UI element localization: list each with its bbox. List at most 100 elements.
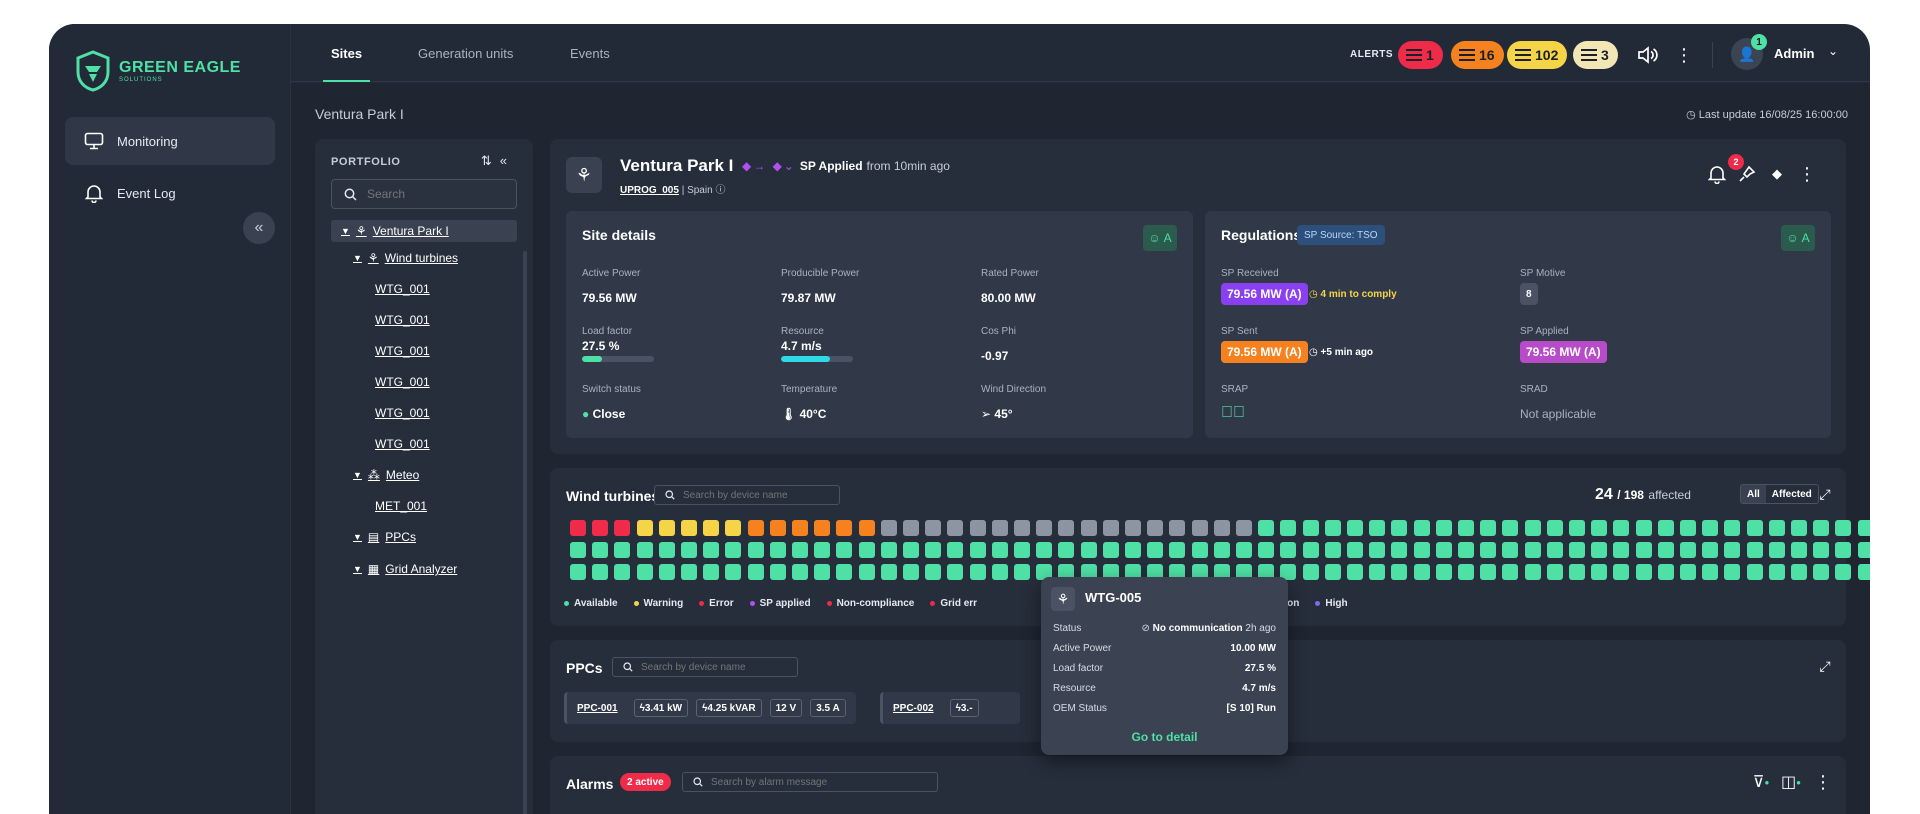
turbine-tile[interactable] [1591, 520, 1608, 536]
turbine-tile[interactable] [1147, 564, 1164, 580]
turbine-tile[interactable] [1480, 542, 1497, 558]
site-code[interactable]: UPROG_005 [620, 185, 679, 196]
turbine-tile[interactable] [636, 564, 653, 580]
alarm-search[interactable] [682, 772, 938, 792]
turbine-tile[interactable] [1347, 542, 1363, 558]
turbine-tile[interactable] [1768, 520, 1785, 536]
turbine-tile[interactable] [681, 542, 697, 558]
turbine-tile[interactable] [658, 520, 675, 536]
turbine-tile[interactable] [1102, 542, 1119, 558]
turbine-tile[interactable] [1546, 564, 1563, 580]
tab-sites[interactable]: Sites [322, 24, 371, 82]
turbine-tile[interactable] [1036, 564, 1053, 580]
turbine-tile[interactable] [1302, 542, 1319, 558]
turbine-tile[interactable] [614, 520, 631, 536]
turbine-tile[interactable] [703, 520, 720, 536]
go-to-detail-link[interactable]: Go to detail [1131, 730, 1198, 744]
alarms-more-button[interactable]: ⋮ [1812, 771, 1834, 793]
turbine-tile[interactable] [925, 542, 942, 558]
turbine-tile[interactable] [592, 564, 609, 580]
turbine-tile[interactable] [1524, 564, 1541, 580]
turbine-tile[interactable] [1502, 520, 1519, 536]
turbine-tile[interactable] [658, 542, 675, 558]
ppc-name[interactable]: PPC-001 [577, 702, 618, 714]
ppc-name[interactable]: PPC-002 [893, 702, 934, 714]
turbine-tile[interactable] [658, 564, 675, 580]
turbine-tile[interactable] [903, 520, 919, 536]
turbine-tile[interactable] [769, 520, 786, 536]
notifications-button[interactable] [1706, 163, 1728, 185]
turbine-tile[interactable] [1546, 520, 1563, 536]
turbine-tile[interactable] [1369, 564, 1386, 580]
turbine-tile[interactable] [592, 520, 609, 536]
portfolio-search[interactable] [331, 179, 517, 209]
turbine-tile[interactable] [1813, 564, 1830, 580]
turbine-tile[interactable] [792, 564, 808, 580]
turbine-tile[interactable] [1680, 564, 1696, 580]
search-input[interactable] [711, 776, 931, 788]
turbine-tile[interactable] [1102, 520, 1119, 536]
expand-button[interactable]: ⤢ [1814, 483, 1836, 505]
turbine-tile[interactable] [1236, 564, 1252, 580]
tab-events[interactable]: Events [570, 45, 610, 61]
turbine-tile[interactable] [1657, 520, 1674, 536]
turbine-tile[interactable] [1169, 542, 1186, 558]
tree-wind-turbines[interactable]: ▼ ⚘ Wind turbines [353, 251, 458, 265]
turbine-tile[interactable] [1413, 564, 1430, 580]
tree-met[interactable]: MET_001 [375, 499, 428, 513]
search-input[interactable] [641, 661, 791, 673]
turbine-tile[interactable] [1347, 520, 1363, 536]
turbine-tile[interactable] [1835, 520, 1852, 536]
turbine-tile[interactable] [1280, 520, 1297, 536]
turbine-tile[interactable] [1791, 542, 1807, 558]
turbine-tile[interactable] [1458, 542, 1474, 558]
tree-turbine[interactable]: WTG_001 [375, 437, 430, 451]
tree-turbine[interactable]: WTG_001 [375, 282, 430, 296]
tree-turbine[interactable]: WTG_001 [375, 406, 430, 420]
turbine-tile[interactable] [880, 564, 897, 580]
turbine-tile[interactable] [1569, 542, 1585, 558]
turbine-tile[interactable] [1791, 564, 1807, 580]
turbine-tile[interactable] [925, 520, 942, 536]
ppc-chip[interactable]: PPC-001 ϟ 3.41 kW ϟ 4.25 kVAR 12 V 3.5 A [564, 692, 856, 724]
tab-generation-units[interactable]: Generation units [418, 45, 514, 61]
turbine-tile[interactable] [836, 520, 853, 536]
turbine-tile[interactable] [1435, 564, 1452, 580]
portfolio-scrollbar[interactable] [523, 251, 527, 814]
turbine-tile[interactable] [1169, 564, 1186, 580]
turbine-tile[interactable] [725, 520, 742, 536]
turbine-tile[interactable] [1613, 542, 1630, 558]
tree-turbine[interactable]: WTG_001 [375, 313, 430, 327]
turbine-tile[interactable] [1058, 520, 1075, 536]
reorder-button[interactable]: ◆ [1766, 163, 1788, 185]
turbine-tile[interactable] [725, 542, 742, 558]
turbine-tile[interactable] [570, 564, 586, 580]
turbine-tile[interactable] [1258, 520, 1275, 536]
turbine-tile[interactable] [1569, 564, 1585, 580]
turbine-tile[interactable] [969, 520, 986, 536]
turbine-tile[interactable] [1635, 542, 1652, 558]
sidebar-item-event-log[interactable]: Event Log [65, 169, 275, 217]
alert-low-pill[interactable]: 3 [1573, 41, 1618, 69]
turbine-tile[interactable] [1280, 564, 1297, 580]
turbine-tile[interactable] [814, 564, 831, 580]
turbine-tile[interactable] [636, 520, 653, 536]
turbine-tile[interactable] [1191, 520, 1208, 536]
turbine-tile[interactable] [792, 542, 808, 558]
turbine-tile[interactable] [1635, 564, 1652, 580]
turbine-tile[interactable] [903, 542, 919, 558]
turbine-tile[interactable] [1857, 564, 1870, 580]
more-menu-button[interactable]: ⋮ [1672, 43, 1696, 67]
turbine-tile[interactable] [1458, 520, 1474, 536]
turbine-tile[interactable] [747, 520, 764, 536]
turbine-tile[interactable] [1102, 564, 1119, 580]
turbine-tile[interactable] [1702, 520, 1719, 536]
turbine-tile[interactable] [1080, 520, 1097, 536]
turbine-tile[interactable] [570, 520, 586, 536]
turbine-tile[interactable] [1324, 520, 1341, 536]
turbine-tile[interactable] [858, 542, 875, 558]
ppc-search[interactable] [612, 657, 798, 677]
turbine-tile[interactable] [703, 564, 720, 580]
turbine-tile[interactable] [1080, 542, 1097, 558]
turbine-tile[interactable] [1324, 564, 1341, 580]
